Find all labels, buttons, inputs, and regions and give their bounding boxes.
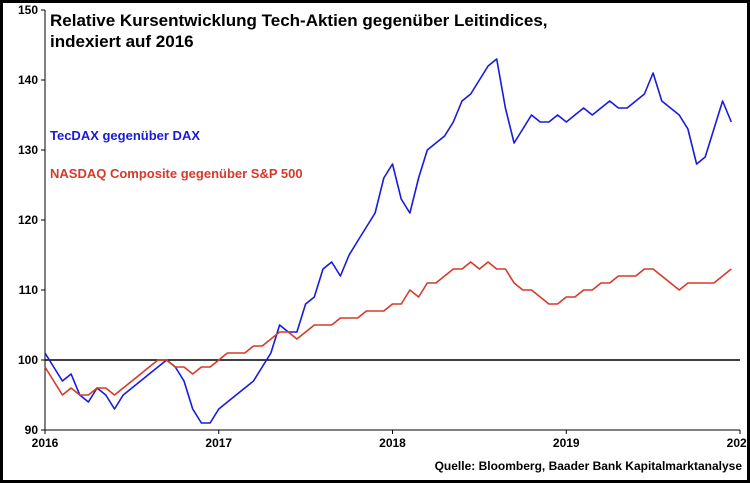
source-note: Quelle: Bloomberg, Baader Bank Kapitalma… <box>434 459 742 473</box>
y-tick-label: 100 <box>18 353 38 367</box>
series-line-nasdaq <box>44 261 732 396</box>
y-tick-label: 90 <box>25 423 39 437</box>
y-tick-label: 130 <box>18 143 38 157</box>
chart-panel <box>3 3 747 480</box>
x-tick-label: 2019 <box>553 436 580 450</box>
legend-nasdaq: NASDAQ Composite gegenüber S&P 500 <box>50 166 303 181</box>
legend-tecdax: TecDAX gegenüber DAX <box>50 128 201 143</box>
y-tick-label: 150 <box>18 3 38 17</box>
y-tick-label: 120 <box>18 213 38 227</box>
y-tick-label: 110 <box>19 283 39 297</box>
x-tick-label: 2020 <box>727 436 750 450</box>
x-tick-label: 2017 <box>205 436 232 450</box>
y-tick-label: 140 <box>18 73 38 87</box>
series-line-tecdax <box>44 58 733 424</box>
chart-title: Relative Kursentwicklung Tech-Aktien geg… <box>50 11 548 51</box>
x-tick-label: 2016 <box>32 436 59 450</box>
x-tick-label: 2018 <box>379 436 406 450</box>
